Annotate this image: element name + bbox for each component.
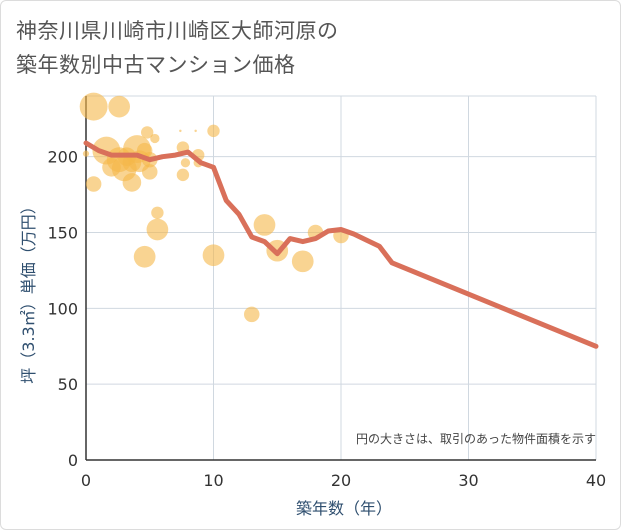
y-tick-label: 150 [47,224,78,243]
x-axis-label: 築年数（年） [296,499,392,518]
x-tick-label: 10 [203,471,223,490]
bubble [108,95,130,118]
bubble [179,129,182,133]
average-price-line [83,140,599,349]
bubble [291,250,314,273]
chart-title: 神奈川県川崎市川崎区大師河原の 築年数別中古マンション価格 [16,14,576,82]
trend-line-layer [83,140,599,349]
bubble [142,164,158,180]
bubble [253,214,276,236]
chart-title-line1: 神奈川県川崎市川崎区大師河原の [16,19,339,43]
bubble [194,129,197,133]
bubble [151,206,164,219]
bubble-size-note: 円の大きさは、取引のあった物件面積を示す [356,431,596,446]
y-tick-label: 0 [68,451,78,470]
y-tick-label: 200 [47,148,78,167]
bubble [85,176,102,192]
y-tick-label: 100 [47,299,78,318]
bubble [244,306,260,323]
bubble [122,173,142,192]
x-tick-label: 30 [458,471,478,490]
x-tick-label: 40 [586,471,606,490]
bubble-layer [79,92,349,323]
x-tick-label: 0 [81,471,91,490]
bubble [141,126,154,139]
grid-lines [85,95,597,461]
bubble [146,218,169,241]
bubble [150,133,160,144]
bubble [133,245,156,268]
y-axis-label: 坪（3.3㎡）単価（万円） [19,198,38,383]
bubble [180,158,191,168]
bubble [82,150,90,157]
y-tick-label: 50 [58,375,78,394]
chart-title-line2: 築年数別中古マンション価格 [16,53,296,77]
bubble [207,124,220,138]
bubble [79,92,108,121]
bubble [176,168,190,182]
bubble [202,244,225,267]
tick-labels: 0 10 20 30 40 0 50 100 150 200 [47,148,606,490]
x-tick-label: 20 [331,471,351,490]
